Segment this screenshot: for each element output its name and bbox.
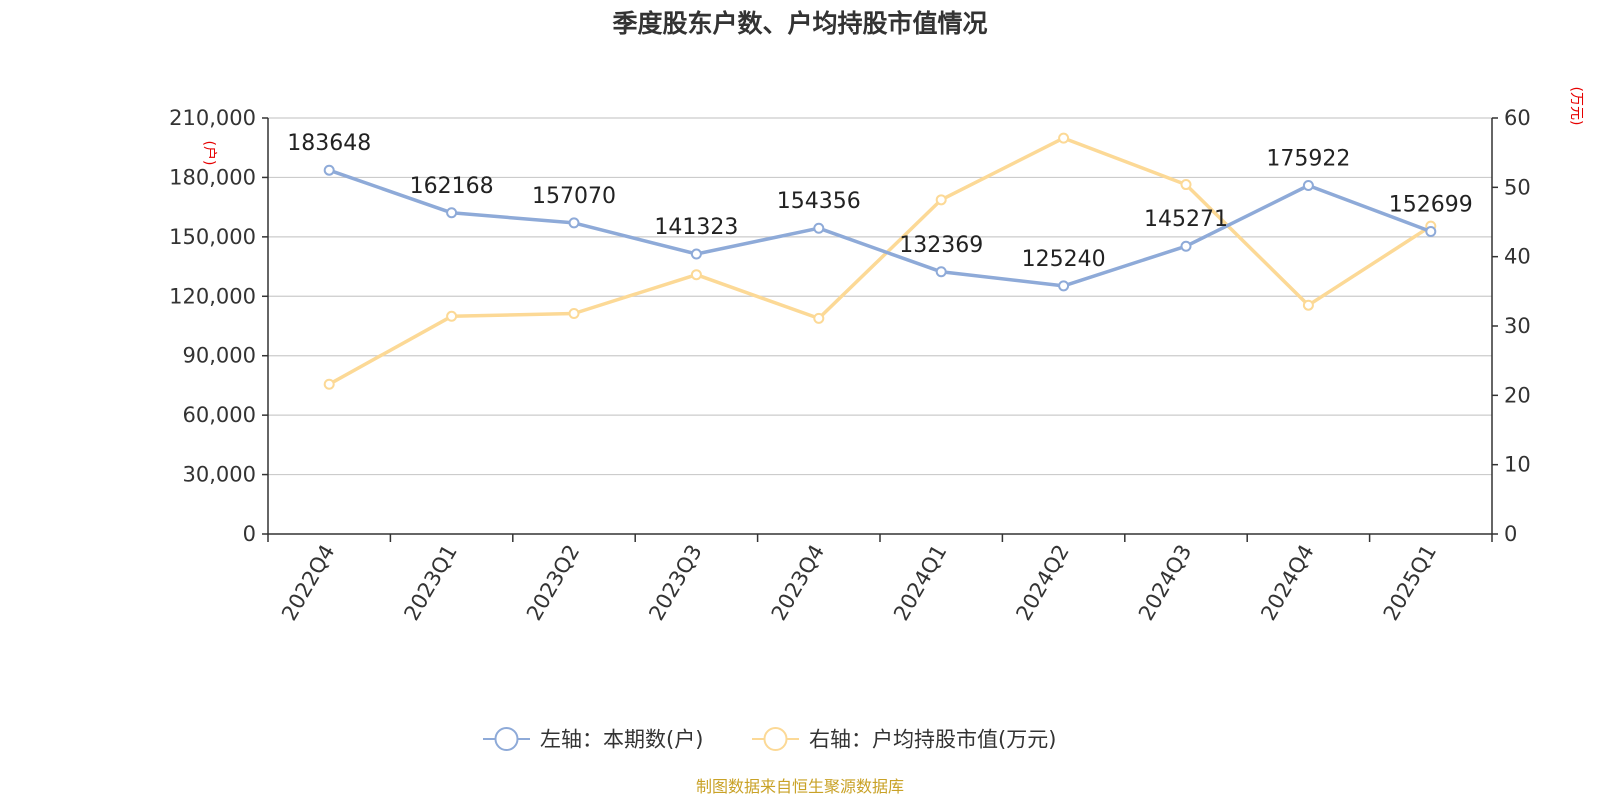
data-label-shareholders: 162168 <box>410 174 494 199</box>
chart-title: 季度股东户数、户均持股市值情况 <box>612 9 987 38</box>
legend-marker-right-series <box>763 727 788 751</box>
point-shareholders[interactable] <box>568 217 580 229</box>
left-tick-label: 60,000 <box>183 403 256 427</box>
point-shareholders[interactable] <box>690 248 702 260</box>
series-layer <box>323 132 1437 390</box>
data-label-shareholders: 152699 <box>1389 193 1473 218</box>
x-tick-label: 2024Q3 <box>1134 541 1196 625</box>
x-tick-label: 2023Q3 <box>644 541 706 625</box>
right-axis-unit: (万元) <box>1568 87 1584 126</box>
x-tick-label: 2024Q2 <box>1011 541 1073 625</box>
point-shareholders[interactable] <box>446 207 458 219</box>
data-label-shareholders: 141323 <box>654 215 738 240</box>
left-tick-label: 30,000 <box>183 463 256 487</box>
point-avg-holding-value[interactable] <box>568 308 580 320</box>
left-tick-label: 120,000 <box>169 284 256 308</box>
legend-marker-left-series <box>494 727 519 751</box>
right-tick-label: 50 <box>1504 175 1531 199</box>
point-avg-holding-value[interactable] <box>1180 179 1192 191</box>
x-axis-ticks: 2022Q4 2023Q1 2023Q2 2023Q3 2023Q4 2024Q1 2024… <box>267 534 1493 625</box>
data-label-shareholders: 145271 <box>1144 207 1228 232</box>
grid <box>268 117 1492 476</box>
x-tick-label: 2022Q4 <box>277 541 339 625</box>
data-label-shareholders: 157070 <box>532 184 616 209</box>
right-axis-ticks: 0 10 20 30 40 50 60 <box>1492 106 1531 546</box>
data-labels: 183648 162168 157070 141323 154356 132369 1252… <box>287 131 1473 272</box>
right-tick-label: 30 <box>1504 314 1531 338</box>
point-shareholders[interactable] <box>323 164 335 176</box>
right-tick-label: 40 <box>1504 245 1531 269</box>
point-avg-holding-value[interactable] <box>690 269 702 281</box>
series-line-shareholders <box>328 168 1432 288</box>
point-shareholders[interactable] <box>1425 226 1437 238</box>
point-shareholders[interactable] <box>1058 280 1070 292</box>
point-avg-holding-value[interactable] <box>935 194 947 206</box>
legend-item-right-series[interactable]: 右轴：户均持股市值(万元) <box>752 727 1056 752</box>
point-shareholders[interactable] <box>1302 180 1314 192</box>
right-tick-label: 20 <box>1504 383 1531 407</box>
point-avg-holding-value[interactable] <box>1302 299 1314 311</box>
left-tick-label: 210,000 <box>169 106 256 130</box>
legend[interactable]: 左轴：本期数(户) 右轴：户均持股市值(万元) <box>483 727 1056 752</box>
right-tick-label: 10 <box>1504 453 1531 477</box>
left-tick-label: 0 <box>243 522 256 546</box>
point-avg-holding-value[interactable] <box>1058 132 1070 144</box>
legend-item-left-series[interactable]: 左轴：本期数(户) <box>483 727 703 752</box>
point-shareholders[interactable] <box>935 266 947 278</box>
x-tick-label: 2023Q4 <box>767 541 829 625</box>
data-label-shareholders: 183648 <box>287 131 371 156</box>
data-label-shareholders: 125240 <box>1022 247 1106 272</box>
left-axis-ticks: 0 30,000 60,000 90,000 120,000 150,000 180,000… <box>169 106 268 546</box>
x-tick-label: 2023Q2 <box>522 541 584 625</box>
source-note: 制图数据来自恒生聚源数据库 <box>696 777 904 796</box>
point-avg-holding-value[interactable] <box>323 378 335 390</box>
left-tick-label: 150,000 <box>169 225 256 249</box>
x-tick-label: 2024Q4 <box>1256 541 1318 625</box>
data-label-shareholders: 154356 <box>777 189 861 214</box>
x-tick-label: 2023Q1 <box>399 541 461 625</box>
legend-label-right-series: 右轴：户均持股市值(万元) <box>809 728 1056 752</box>
point-avg-holding-value[interactable] <box>813 312 825 324</box>
x-tick-label: 2025Q1 <box>1379 541 1441 625</box>
data-label-shareholders: 132369 <box>899 233 983 258</box>
point-avg-holding-value[interactable] <box>446 310 458 322</box>
point-shareholders[interactable] <box>813 222 825 234</box>
right-tick-label: 0 <box>1504 522 1517 546</box>
data-label-shareholders: 175922 <box>1266 147 1350 172</box>
left-tick-label: 180,000 <box>169 165 256 189</box>
left-tick-label: 90,000 <box>183 344 256 368</box>
right-tick-label: 60 <box>1504 106 1531 130</box>
left-axis-unit: (户) <box>201 141 218 166</box>
x-tick-label: 2024Q1 <box>889 540 951 624</box>
point-shareholders[interactable] <box>1180 240 1192 252</box>
legend-label-left-series: 左轴：本期数(户) <box>540 728 703 752</box>
series-line-avg-holding-value <box>328 136 1432 386</box>
